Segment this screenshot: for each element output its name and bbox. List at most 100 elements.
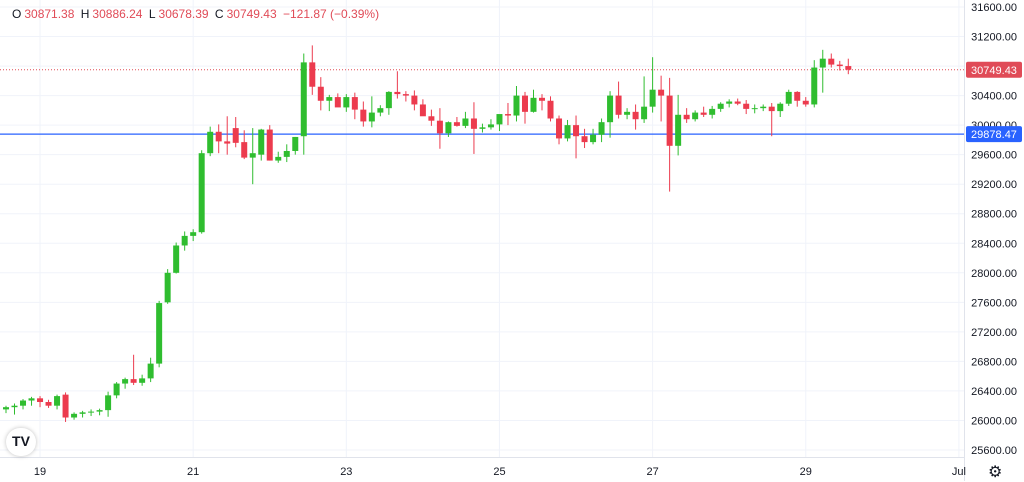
- candle-body: [20, 400, 27, 406]
- candle-body: [513, 95, 520, 116]
- y-tick-label: 31600.00: [971, 2, 1017, 14]
- y-tick-label: 27600.00: [971, 297, 1017, 309]
- candle-body: [147, 363, 154, 379]
- candle-body: [794, 91, 801, 101]
- candle-body: [181, 235, 188, 246]
- y-tick-label: 26800.00: [971, 356, 1017, 368]
- candle-body: [317, 86, 324, 101]
- candle-body: [462, 118, 469, 126]
- candle-body: [802, 100, 809, 105]
- y-tick-label: 29200.00: [971, 179, 1017, 191]
- low-value: 30678.39: [158, 7, 209, 21]
- candle-body: [411, 95, 418, 105]
- y-tick-label: 28400.00: [971, 238, 1017, 250]
- candle-body: [666, 95, 673, 146]
- high-key: H: [80, 7, 90, 21]
- candle-body: [504, 114, 511, 116]
- y-tick-label: 26400.00: [971, 386, 1017, 398]
- candle-body: [113, 383, 120, 396]
- price-axis: 31600.0031200.0030800.0030400.0030000.00…: [966, 2, 1022, 457]
- candle-body: [224, 141, 231, 144]
- candle-body: [215, 131, 222, 142]
- candle-body: [11, 405, 18, 408]
- candle-body: [249, 153, 256, 158]
- candle-body: [496, 114, 503, 125]
- candle-body: [96, 410, 103, 412]
- high-value: 30886.24: [92, 7, 143, 21]
- candle-body: [445, 122, 452, 134]
- candle-body: [777, 103, 784, 112]
- time-axis: 192123252729Jul3: [34, 466, 966, 478]
- candle-body: [266, 129, 273, 161]
- y-tick-label: 25600.00: [971, 445, 1017, 457]
- candle-body: [836, 64, 843, 67]
- candle-body: [241, 142, 248, 158]
- candle-body: [470, 118, 477, 129]
- candle-body: [419, 104, 426, 117]
- x-tick-label: 25: [493, 466, 505, 478]
- candle-body: [700, 112, 707, 115]
- candle-body: [709, 108, 716, 115]
- candle-body: [768, 106, 775, 112]
- horizontal-levels: [0, 69, 964, 135]
- close-key: C: [214, 7, 224, 21]
- last-price-label: 30749.43: [971, 65, 1017, 77]
- ohlc-legend: O 30871.38 H 30886.24 L 30678.39 C 30749.43 …: [12, 7, 382, 21]
- candle-body: [402, 94, 409, 96]
- candle-body: [385, 91, 392, 109]
- candle-body: [734, 101, 741, 104]
- candle-body: [573, 125, 580, 137]
- gear-icon[interactable]: ⚙: [988, 464, 1003, 481]
- candle-body: [28, 398, 35, 401]
- candle-body: [683, 114, 690, 120]
- x-tick-label: Jul: [952, 466, 966, 478]
- candle-body: [54, 396, 61, 406]
- candle-body: [394, 91, 401, 95]
- tradingview-logo[interactable]: TV: [6, 428, 36, 456]
- y-tick-label: 31200.00: [971, 32, 1017, 44]
- last-price-label-bg: [966, 61, 1022, 78]
- y-tick-label: 30400.00: [971, 91, 1017, 103]
- candle-series: [3, 45, 852, 422]
- candle-body: [351, 97, 358, 110]
- candle-body: [845, 66, 852, 70]
- candle-body: [487, 124, 494, 128]
- candle-body: [658, 89, 665, 96]
- candle-body: [556, 118, 563, 139]
- candle-body: [71, 413, 78, 418]
- candle-body: [428, 116, 435, 121]
- candle-body: [564, 125, 571, 139]
- candle-body: [3, 407, 9, 410]
- candle-body: [105, 395, 112, 411]
- candle-body: [649, 89, 656, 107]
- candle-body: [190, 232, 197, 236]
- candle-body: [156, 303, 163, 364]
- x-tick-label: 19: [34, 466, 46, 478]
- candle-body: [368, 112, 375, 122]
- candle-body: [283, 150, 290, 157]
- candle-body: [258, 129, 265, 155]
- candle-body: [539, 97, 546, 101]
- y-tick-label: 27200.00: [971, 327, 1017, 339]
- candle-body: [88, 411, 95, 413]
- logo-text: TV: [12, 433, 30, 449]
- candle-body: [624, 111, 631, 115]
- candle-body: [275, 156, 282, 161]
- y-tick-label: 26000.00: [971, 415, 1017, 427]
- candle-body: [615, 95, 622, 115]
- candle-body: [292, 136, 299, 151]
- x-tick-label: 21: [187, 466, 199, 478]
- open-value: 30871.38: [24, 7, 75, 21]
- candle-body: [811, 67, 818, 105]
- candle-body: [326, 97, 333, 101]
- candle-body: [785, 91, 792, 104]
- change-value: −121.87 (−0.39%): [283, 7, 380, 21]
- candle-body: [479, 127, 486, 129]
- candle-body: [198, 153, 205, 233]
- y-tick-label: 29600.00: [971, 150, 1017, 162]
- y-tick-label: 28800.00: [971, 209, 1017, 221]
- candle-body: [360, 109, 367, 122]
- candle-body: [521, 95, 528, 112]
- candle-body: [717, 103, 724, 109]
